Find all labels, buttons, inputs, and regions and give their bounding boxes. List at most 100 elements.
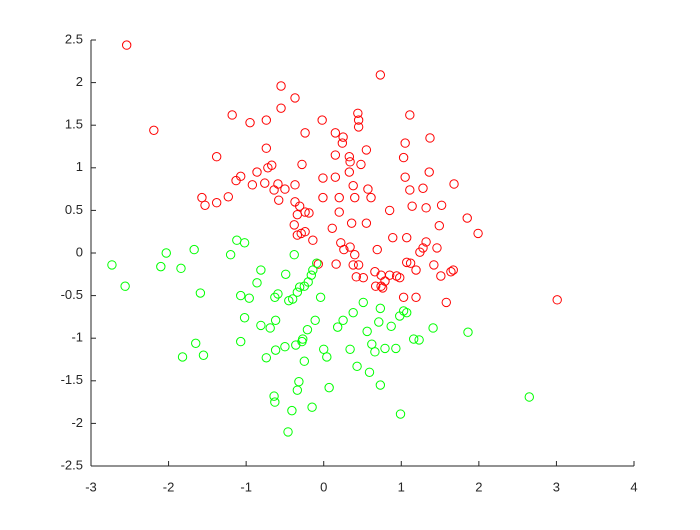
point — [398, 292, 409, 303]
point — [308, 235, 318, 245]
point — [353, 108, 363, 118]
point — [436, 271, 446, 281]
point — [332, 322, 343, 332]
point — [372, 244, 382, 255]
point — [307, 402, 317, 412]
point — [424, 167, 434, 177]
point — [252, 167, 262, 177]
point — [276, 103, 286, 113]
point — [211, 198, 222, 208]
x-tick-label: 1 — [398, 479, 405, 494]
point — [338, 132, 348, 142]
point — [358, 273, 368, 283]
point — [429, 260, 439, 270]
point — [107, 260, 117, 270]
point — [348, 180, 358, 191]
point — [408, 334, 419, 344]
point — [391, 271, 402, 281]
point — [300, 128, 310, 138]
point — [338, 315, 348, 326]
x-tick-label: -3 — [85, 479, 97, 494]
point — [176, 263, 186, 274]
point — [256, 265, 266, 275]
point — [290, 93, 300, 103]
point — [317, 115, 327, 125]
point — [191, 338, 201, 349]
point — [270, 397, 280, 407]
point — [405, 110, 415, 120]
point — [289, 220, 299, 230]
point — [441, 297, 451, 308]
point — [269, 185, 279, 195]
point — [414, 335, 424, 345]
point — [375, 303, 386, 314]
y-tick-label: -1.5 — [61, 372, 83, 387]
point — [362, 326, 372, 337]
point — [434, 221, 444, 231]
point — [552, 295, 562, 305]
point — [446, 267, 456, 277]
point — [297, 159, 307, 170]
point — [283, 427, 293, 437]
point — [269, 391, 279, 401]
point — [149, 125, 159, 136]
point — [223, 192, 234, 202]
point — [261, 115, 272, 125]
point — [402, 232, 412, 243]
point — [198, 350, 209, 360]
point — [448, 265, 458, 275]
point — [370, 281, 381, 291]
point — [351, 272, 361, 282]
point — [428, 323, 438, 333]
point — [352, 361, 362, 372]
point — [377, 283, 388, 293]
point — [375, 70, 386, 80]
point — [294, 282, 305, 292]
point — [339, 244, 349, 255]
point — [425, 133, 435, 143]
point — [384, 270, 395, 280]
point — [244, 293, 254, 303]
point — [449, 179, 459, 189]
point — [345, 157, 355, 167]
point — [344, 167, 355, 177]
point — [177, 352, 188, 362]
point — [289, 250, 299, 260]
point — [265, 323, 275, 333]
point — [247, 180, 258, 190]
point — [304, 208, 314, 218]
point — [432, 243, 442, 253]
point — [376, 281, 386, 291]
point — [231, 175, 241, 186]
y-tick-label: 0 — [76, 244, 83, 259]
point — [344, 152, 355, 162]
point — [256, 320, 266, 331]
point — [121, 40, 132, 50]
point — [418, 183, 428, 193]
point — [421, 237, 431, 247]
point — [384, 205, 395, 216]
point — [350, 192, 360, 203]
point — [313, 259, 323, 269]
point — [356, 159, 366, 170]
point — [402, 257, 412, 268]
y-tick-label: 1.5 — [65, 117, 83, 132]
plot-area — [107, 40, 562, 437]
point — [294, 201, 305, 211]
point — [263, 163, 273, 173]
point — [270, 292, 280, 303]
point — [189, 244, 199, 255]
point — [358, 297, 368, 308]
point — [245, 117, 255, 128]
y-tick-label: -2 — [71, 415, 83, 430]
point — [334, 192, 344, 203]
point — [276, 81, 286, 91]
point — [348, 260, 358, 270]
point — [407, 201, 417, 211]
point — [290, 180, 300, 190]
point — [375, 380, 386, 390]
point — [370, 347, 380, 357]
point — [299, 281, 310, 291]
